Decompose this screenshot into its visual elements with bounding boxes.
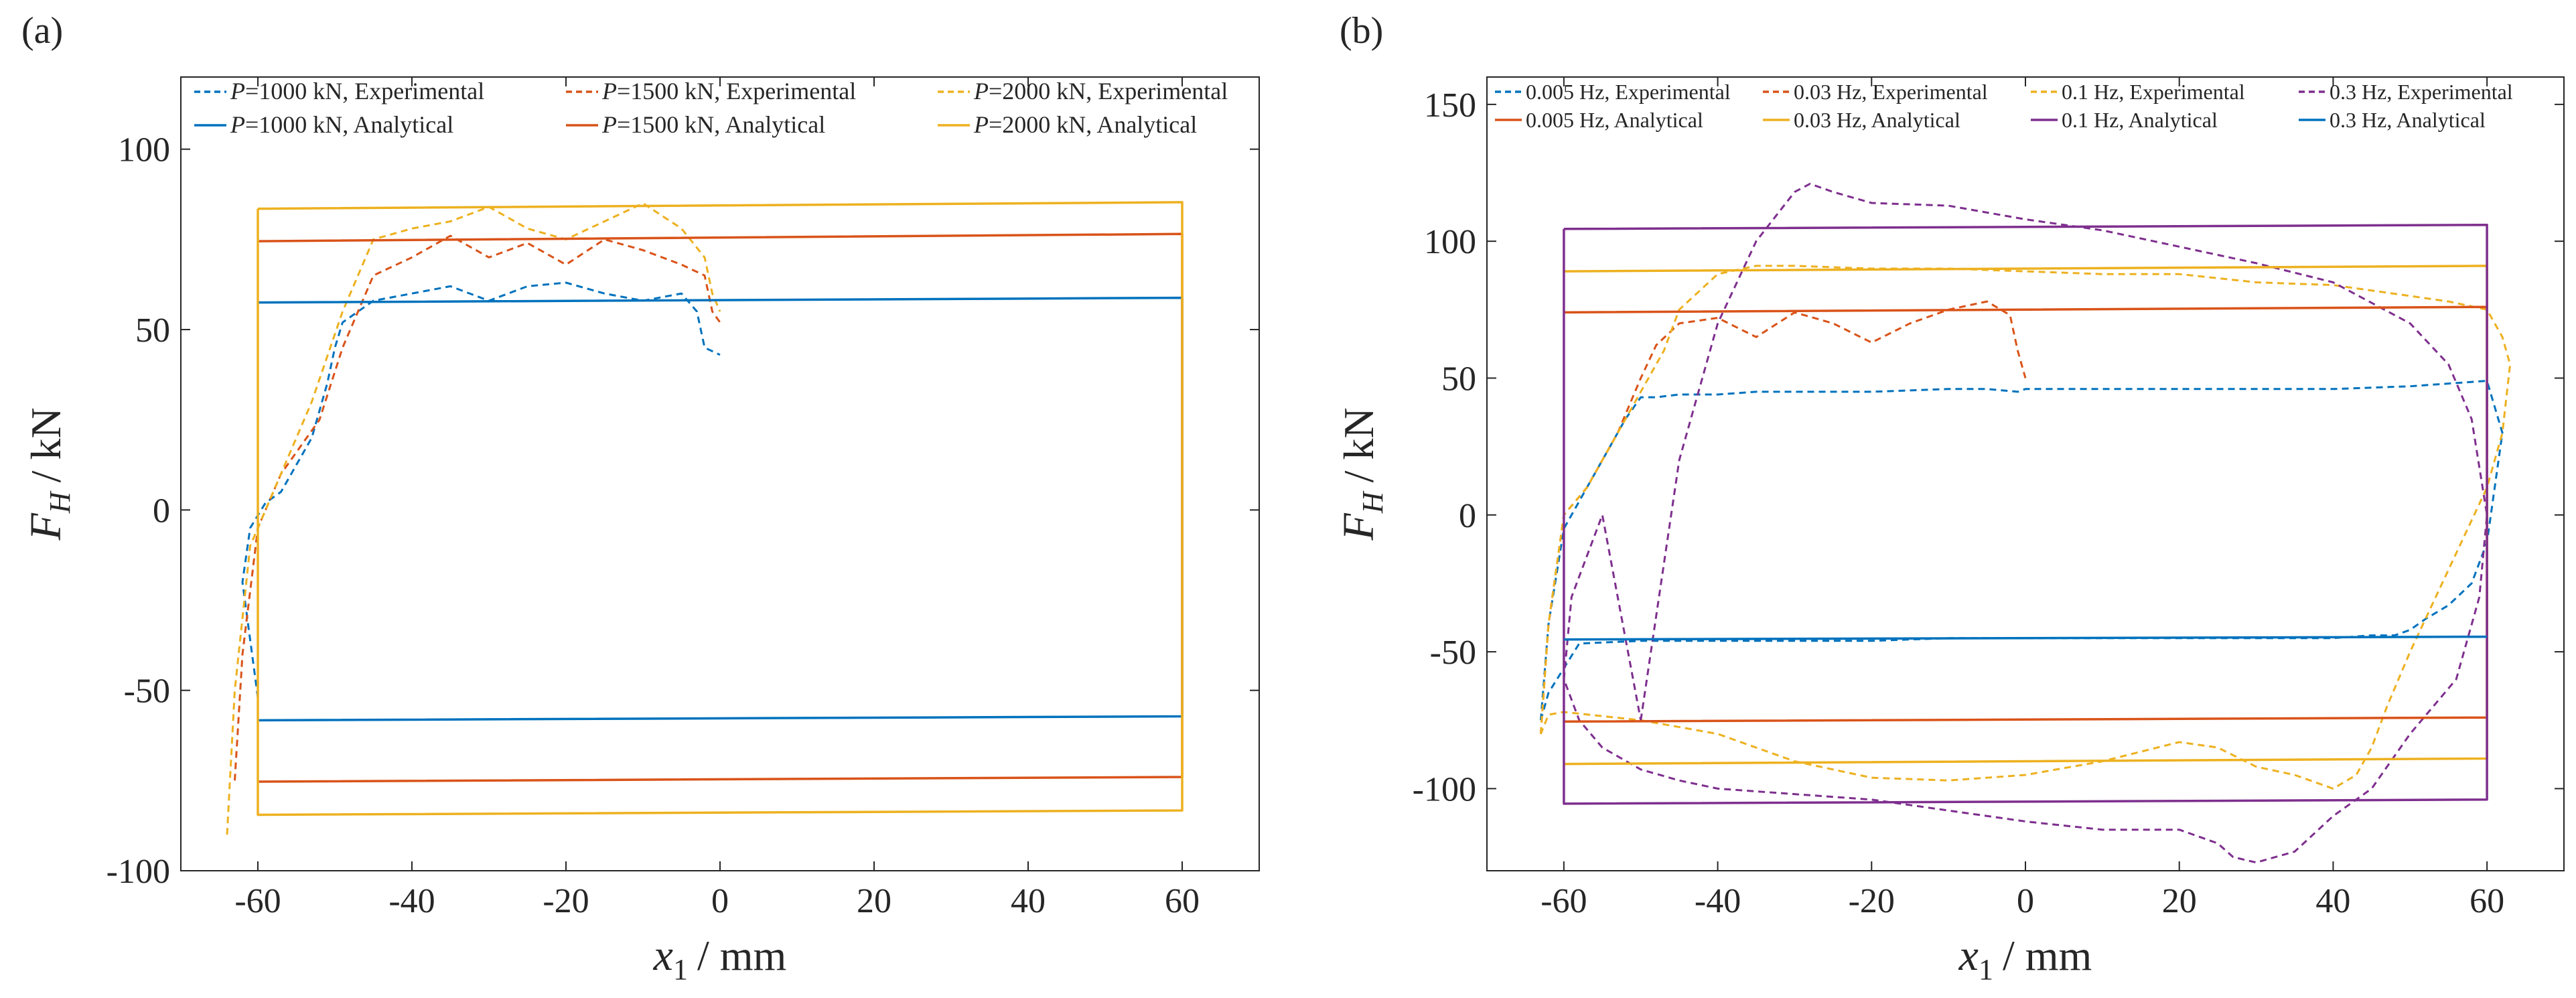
x-tick-label: -20: [1849, 882, 1895, 920]
x-tick-label: -40: [388, 882, 435, 920]
x-tick-label: 0: [711, 882, 729, 920]
x-axis-sub: 1: [673, 953, 688, 986]
legend-entry: 0.3 Hz, Analytical: [2330, 108, 2486, 132]
legend-entry: 0.1 Hz, Analytical: [2062, 108, 2218, 132]
legend-entry: P=1500 kN, Analytical: [601, 111, 825, 138]
x-axis-label: x1 / mm: [1958, 931, 2092, 986]
y-tick-label: -100: [1413, 770, 1476, 808]
legend-entry: 0.005 Hz, Analytical: [1526, 108, 1703, 132]
panel-label: (b): [1340, 10, 1383, 52]
x-tick-label: 0: [2017, 882, 2034, 920]
series-line: [1563, 182, 2488, 864]
x-tick-label: -60: [234, 882, 281, 920]
legend-entry: 0.03 Hz, Experimental: [1794, 80, 1988, 104]
panel-b: (b) -60 -40 -20 0 20 40 60 -100 -50 0 50 100 150 x1 / m…: [1334, 10, 2565, 986]
y-tick-label: 100: [1424, 223, 1476, 261]
y-tick-label: 50: [1441, 360, 1476, 398]
x-tick-label: 60: [1165, 882, 1200, 920]
panel-label: (a): [21, 10, 63, 52]
legend-entry: P=2000 kN, Analytical: [973, 111, 1197, 138]
x-axis-unit: / mm: [2003, 932, 2092, 979]
y-tick-label: 0: [1459, 497, 1476, 535]
x-tick-label: -40: [1695, 882, 1741, 920]
legend-entry: 0.3 Hz, Experimental: [2330, 80, 2513, 104]
legend-entry: P=1500 kN, Experimental: [601, 78, 856, 104]
x-axis-var: x: [653, 931, 673, 980]
legend-entry: P=1000 kN, Analytical: [230, 111, 453, 138]
y-tick-label: -100: [106, 853, 170, 891]
legend: 0.005 Hz, Experimental 0.03 Hz, Experimen…: [1495, 80, 2513, 132]
series-line: [1563, 223, 2488, 805]
x-tick-label: -20: [543, 882, 589, 920]
y-axis-var: F: [1334, 513, 1383, 541]
legend: P=1000 kN, Experimental P=1500 kN, Experi…: [194, 78, 1228, 138]
panel-a: (a) -60 -40 -20 0 20 40 60 -100 -50 0 50 100 x1 / mm FH…: [21, 10, 1260, 986]
x-tick-label: -60: [1541, 882, 1587, 920]
y-axis-label: FH / kN: [1334, 407, 1389, 541]
series-line: [226, 202, 721, 835]
x-axis-unit: / mm: [697, 932, 786, 979]
y-axis-sub: H: [44, 490, 76, 514]
x-axis-label: x1 / mm: [653, 931, 787, 986]
series-line: [1539, 265, 2512, 790]
y-tick-label: 0: [153, 492, 170, 530]
legend-entry: P=2000 kN, Experimental: [973, 78, 1228, 104]
y-axis-sub: H: [1356, 490, 1389, 514]
x-axis-var: x: [1958, 931, 1979, 980]
y-tick-label: 150: [1424, 86, 1476, 125]
x-tick-label: 60: [2470, 882, 2504, 920]
series-group: [226, 201, 1184, 835]
x-tick-label: 40: [2315, 882, 2350, 920]
x-tick-label: 20: [2162, 882, 2197, 920]
legend-entry: P=1000 kN, Experimental: [230, 78, 484, 104]
y-axis-unit: / kN: [1335, 407, 1382, 482]
y-tick-label: 50: [135, 311, 170, 350]
y-axis-unit: / kN: [22, 407, 70, 482]
x-tick-label: 20: [857, 882, 891, 920]
y-tick-label: -50: [124, 672, 170, 711]
y-tick-label: 100: [118, 131, 170, 169]
legend-entry: 0.1 Hz, Experimental: [2062, 80, 2245, 104]
series-line: [1563, 635, 2488, 641]
x-axis-sub: 1: [1979, 953, 1993, 986]
legend-entry: 0.005 Hz, Experimental: [1526, 80, 1731, 104]
y-tick-label: -50: [1430, 634, 1476, 672]
series-line: [241, 281, 721, 698]
series-group: [1539, 182, 2512, 864]
y-axis-label: FH / kN: [21, 407, 76, 541]
x-tick-label: 40: [1011, 882, 1046, 920]
legend-entry: 0.03 Hz, Analytical: [1794, 108, 1960, 132]
y-axis-var: F: [21, 513, 70, 541]
series-line: [257, 201, 1184, 816]
